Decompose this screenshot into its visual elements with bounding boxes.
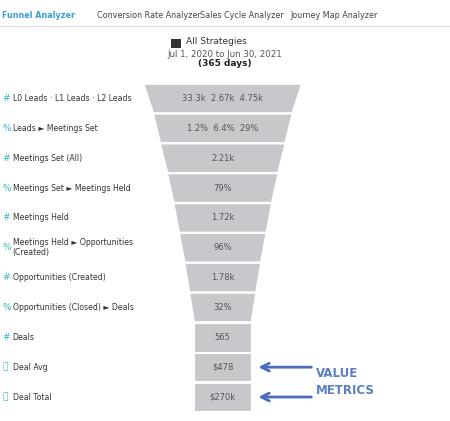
Text: Ⓢ: Ⓢ [2, 392, 8, 402]
Text: #: # [2, 154, 10, 163]
Polygon shape [153, 114, 292, 143]
Text: Jul 1, 2020 to Jun 30, 2021: Jul 1, 2020 to Jun 30, 2021 [167, 50, 283, 59]
Text: 33.3k  2.67k  4.75k: 33.3k 2.67k 4.75k [182, 94, 263, 103]
Text: Deals: Deals [13, 333, 35, 342]
Text: Meetings Held: Meetings Held [13, 213, 68, 222]
Polygon shape [194, 353, 251, 381]
Text: #: # [2, 333, 10, 342]
Text: Deal Total: Deal Total [13, 392, 51, 402]
Polygon shape [190, 293, 256, 322]
Text: Meetings Held ► Opportunities
(Created): Meetings Held ► Opportunities (Created) [13, 238, 133, 258]
Text: Sales Cycle Analyzer: Sales Cycle Analyzer [200, 11, 284, 19]
Text: (365 days): (365 days) [198, 59, 252, 68]
Text: 32%: 32% [213, 303, 232, 312]
Text: VALUE
METRICS: VALUE METRICS [316, 367, 375, 397]
Text: #: # [2, 213, 10, 222]
Text: 79%: 79% [213, 184, 232, 192]
Text: Opportunities (Closed) ► Deals: Opportunities (Closed) ► Deals [13, 303, 134, 312]
Text: 2.21k: 2.21k [211, 154, 234, 163]
Bar [171, 39, 181, 48]
Text: All Strategies: All Strategies [186, 37, 247, 46]
Text: Opportunities (Created): Opportunities (Created) [13, 273, 105, 282]
Text: #: # [2, 273, 10, 282]
Text: Funnel Analyzer: Funnel Analyzer [2, 11, 75, 19]
Polygon shape [144, 84, 302, 113]
Text: 565: 565 [215, 333, 231, 342]
Text: 1.72k: 1.72k [211, 213, 234, 222]
Text: #: # [2, 94, 10, 103]
Text: %: % [2, 124, 11, 133]
Text: Journey Map Analyzer: Journey Map Analyzer [290, 11, 378, 19]
Text: %: % [2, 184, 11, 192]
Text: L0 Leads · L1 Leads · L2 Leads: L0 Leads · L1 Leads · L2 Leads [13, 94, 131, 103]
Polygon shape [161, 144, 285, 173]
Text: Meetings Set ► Meetings Held: Meetings Set ► Meetings Held [13, 184, 130, 192]
Text: Conversion Rate Analyzer: Conversion Rate Analyzer [97, 11, 201, 19]
Text: Leads ► Meetings Set: Leads ► Meetings Set [13, 124, 97, 133]
Text: $478: $478 [212, 362, 234, 372]
Polygon shape [185, 263, 261, 292]
Text: 1.2%  6.4%  29%: 1.2% 6.4% 29% [187, 124, 258, 133]
Text: %: % [2, 303, 11, 312]
Polygon shape [167, 174, 278, 203]
Polygon shape [180, 234, 266, 262]
Text: 96%: 96% [213, 243, 232, 252]
Text: 1.78k: 1.78k [211, 273, 234, 282]
Text: Ⓢ: Ⓢ [2, 362, 8, 372]
Text: Deal Avg: Deal Avg [13, 362, 47, 372]
Polygon shape [174, 204, 271, 232]
Text: %: % [2, 243, 11, 252]
Polygon shape [194, 323, 251, 352]
Polygon shape [194, 383, 251, 411]
Text: Meetings Set (All): Meetings Set (All) [13, 154, 82, 163]
Text: $270k: $270k [210, 392, 236, 402]
